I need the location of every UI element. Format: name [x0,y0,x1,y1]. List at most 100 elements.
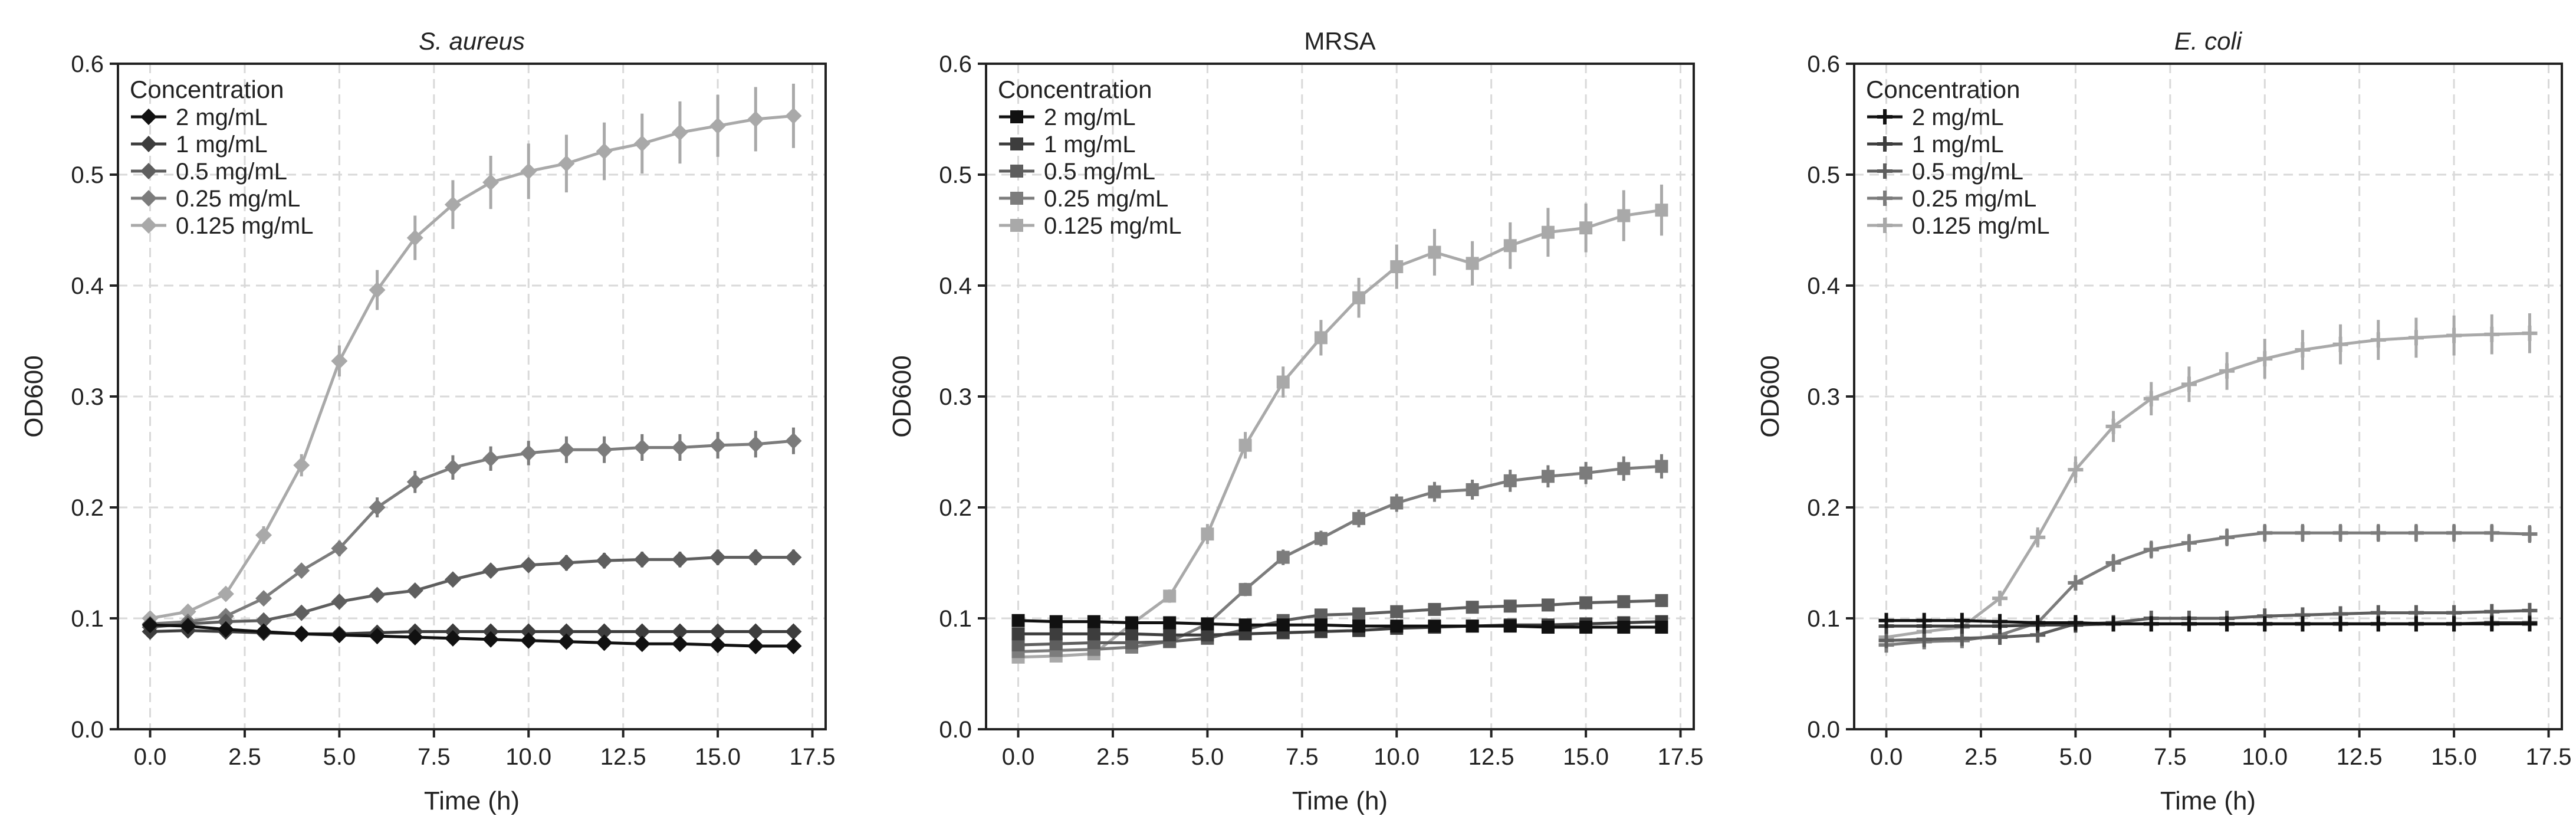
data-point [1655,594,1668,607]
data-point [293,625,310,643]
data-point [596,623,613,640]
data-point [1049,627,1063,641]
data-point [2332,616,2348,632]
y-tick-label: 0.2 [1807,495,1840,521]
data-point [1878,632,1894,648]
data-point [255,623,272,640]
data-point [1276,550,1290,564]
data-point [747,435,764,453]
series-2-mg-ml [142,617,802,654]
data-point [1428,245,1441,259]
x-tick-label: 0.0 [1870,744,1903,770]
data-point [2030,529,2046,545]
data-point [1954,612,1970,628]
data-point [1617,462,1631,476]
data-point [369,628,386,645]
data-point [1878,612,1894,628]
data-point [709,437,727,454]
data-point [1201,527,1214,541]
series-line [1886,332,2530,639]
data-point [1541,621,1555,634]
data-point [2522,616,2538,632]
data-point [2068,575,2084,591]
panel-s-aureus: 0.0 0.1 0.2 0.3 0.4 0.5 0.6 0.0 2.5 5.0 7.5 10.0 12.… [19,27,835,815]
legend-item-0-125-mg-ml: 0.125 mg/mL [131,213,313,239]
legend-item-2-mg-ml: 2 mg/mL [999,104,1136,130]
data-point [255,527,272,543]
plot-frame [117,63,827,730]
data-point [293,562,310,579]
legend-label: 0.5 mg/mL [176,159,287,185]
data-point [1163,628,1177,642]
data-point [785,623,802,640]
data-point [633,551,650,568]
series-line [1886,619,2530,625]
data-point [1163,589,1177,603]
data-point [1314,608,1328,622]
data-point [369,499,386,516]
x-tick-label: 2.5 [1964,744,1997,770]
data-point [633,439,650,456]
data-point [1992,614,2008,630]
data-point [2408,525,2424,541]
data-point [2068,615,2084,631]
data-point [1541,225,1555,239]
data-point [671,439,688,456]
legend-label: 0.5 mg/mL [1912,159,2023,185]
data-point [444,630,461,647]
y-tick-label: 0.5 [939,162,972,188]
series-line [1886,531,2530,647]
legend-item-0-125-mg-ml: 0.125 mg/mL [1867,213,2049,239]
y-tick-label: 0.1 [71,606,104,632]
legend-item-1-mg-ml: 1 mg/mL [999,132,1136,158]
x-axis-label: Time (h) [1292,786,1388,815]
data-point [2181,376,2197,392]
data-point [633,135,650,152]
y-axis-label: OD600 [888,355,916,437]
data-point [1238,618,1252,632]
data-point [520,632,537,649]
data-point [1655,621,1668,634]
data-point [217,621,234,638]
data-point [293,457,310,474]
data-point [671,551,688,568]
data-point [1238,583,1252,596]
data-point [1466,483,1479,496]
data-point [1390,605,1404,618]
legend-title: Concentration [130,76,284,103]
y-tick-label: 0.6 [71,51,104,77]
data-point [179,618,196,635]
data-point [255,612,272,629]
panel-mrsa: 0.0 0.1 0.2 0.3 0.4 0.5 0.6 0.0 2.5 5.0 7.5 10.0 12.… [888,27,1703,815]
legend-item-0-25-mg-ml: 0.25 mg/mL [131,186,300,212]
legend-label: 0.125 mg/mL [1044,213,1181,239]
data-point [482,174,500,191]
x-axis-label: Time (h) [2160,786,2256,815]
data-point [1428,602,1441,616]
y-tick-label: 0.1 [939,606,972,632]
x-tick-label: 5.0 [323,744,356,770]
legend-item-2-mg-ml: 2 mg/mL [1867,104,2004,130]
x-tick-label: 2.5 [1096,744,1129,770]
series-0-5-mg-ml [142,549,802,636]
data-point [1916,631,1932,647]
legend-item-1-mg-ml: 1 mg/mL [1867,132,2004,158]
series-2-mg-ml [1878,612,2538,632]
legend-label: 0.125 mg/mL [1912,213,2049,239]
legend-label: 2 mg/mL [176,104,268,130]
legend-label: 0.125 mg/mL [176,213,313,239]
data-point [142,617,159,634]
data-point [520,556,537,573]
legend-label: 0.5 mg/mL [1044,159,1155,185]
data-point [1276,618,1290,632]
legend-marker [140,109,157,125]
data-point [2370,332,2386,348]
chart-title: E. coli [2174,27,2243,55]
legend-label: 1 mg/mL [176,132,268,158]
legend-item-2-mg-ml: 2 mg/mL [131,104,268,130]
data-point [558,555,575,571]
legend-marker [1010,219,1023,232]
data-point [2257,525,2273,541]
